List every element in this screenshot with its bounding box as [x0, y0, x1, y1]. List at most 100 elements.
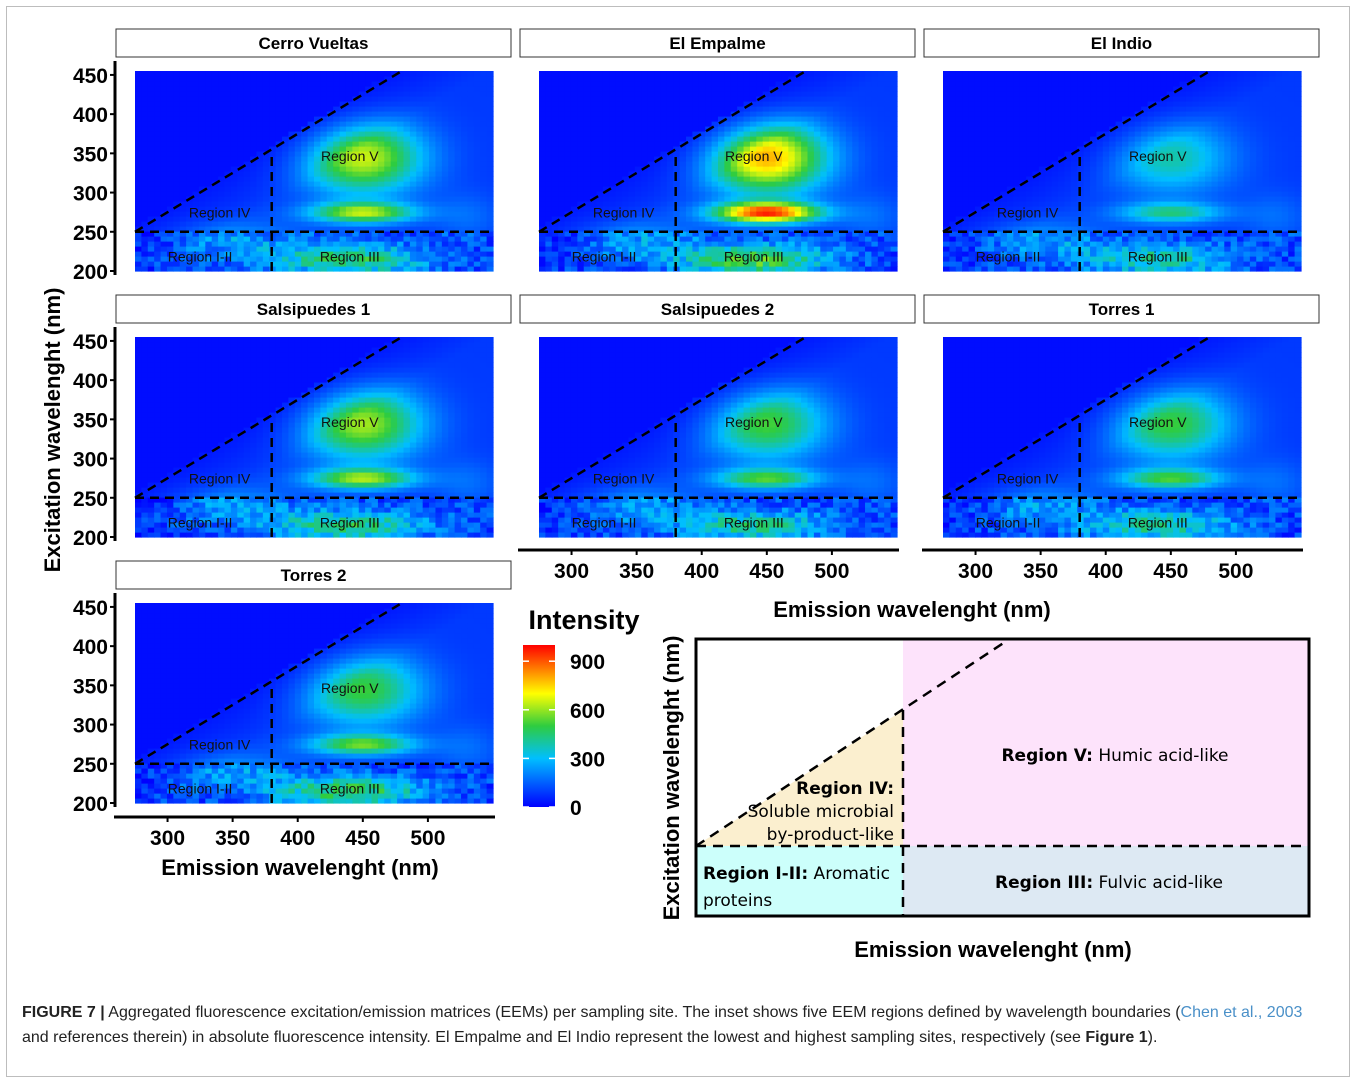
heatmap-cell [801, 86, 809, 92]
heatmap-cell [654, 186, 662, 192]
heatmap-cell [794, 141, 802, 147]
heatmap-cell [577, 241, 585, 247]
heatmap-cell [615, 186, 623, 192]
heatmap-cell [622, 161, 630, 167]
heatmap-cell [314, 241, 321, 247]
heatmap-cell [981, 71, 989, 77]
heatmap-cell [1019, 236, 1027, 242]
heatmap-cell [673, 111, 681, 117]
heatmap-cell [698, 261, 706, 267]
heatmap-cell [686, 256, 694, 262]
heatmap-cell [666, 106, 674, 112]
heatmap-cell [801, 131, 809, 137]
heatmap-cell [558, 156, 566, 162]
heatmap-cell [230, 131, 238, 137]
heatmap-cell [590, 141, 598, 147]
heatmap-cell [660, 226, 668, 232]
heatmap-cell [205, 261, 213, 267]
heatmap-cell [307, 116, 315, 122]
heatmap-cell [654, 256, 662, 262]
heatmap-cell [943, 171, 950, 177]
heatmap-cell [435, 261, 443, 267]
heatmap-cell [943, 186, 950, 192]
heatmap-cell [858, 96, 866, 102]
heatmap-cell [365, 81, 373, 87]
heatmap-cell [141, 81, 149, 87]
heatmap-cell [596, 161, 604, 167]
heatmap-cell [160, 146, 168, 152]
heatmap-cell [583, 71, 591, 77]
heatmap-cell [987, 171, 995, 177]
heatmap-cell [173, 226, 181, 232]
heatmap-cell [545, 226, 553, 232]
heatmap-cell [641, 86, 649, 92]
heatmap-cell [577, 151, 585, 157]
heatmap-cell [262, 166, 270, 172]
heatmap-cell [877, 141, 885, 147]
heatmap-cell [788, 131, 796, 137]
heatmap-cell [1006, 146, 1014, 152]
heatmap-cell [865, 131, 873, 137]
heatmap-cell [570, 106, 578, 112]
heatmap-cell [545, 216, 553, 222]
heatmap-cell [397, 131, 405, 137]
heatmap-cell [269, 146, 277, 152]
heatmap-cell [262, 86, 270, 92]
heatmap-cell [884, 196, 892, 202]
heatmap-cell [454, 236, 462, 242]
heatmap-cell [775, 231, 783, 237]
heatmap-cell [173, 176, 181, 182]
heatmap-cell [1006, 181, 1014, 187]
heatmap-cell [871, 201, 879, 207]
heatmap-cell [154, 246, 162, 252]
heatmap-cell [641, 196, 649, 202]
heatmap-cell [949, 71, 957, 77]
heatmap-cell [288, 106, 296, 112]
heatmap-cell [147, 246, 155, 252]
heatmap-cell [409, 191, 417, 197]
heatmap-cell [871, 196, 879, 202]
heatmap-cell [1013, 186, 1021, 192]
heatmap-cell [166, 231, 174, 237]
heatmap-cell [467, 246, 475, 252]
heatmap-cell [698, 191, 706, 197]
heatmap-cell [486, 106, 494, 112]
heatmap-cell [852, 206, 860, 212]
heatmap-cell [135, 76, 142, 82]
heatmap-cell [173, 191, 181, 197]
heatmap-cell [981, 136, 989, 142]
heatmap-cell [839, 96, 847, 102]
heatmap-cell [813, 236, 821, 242]
heatmap-cell [218, 111, 226, 117]
heatmap-cell [480, 231, 488, 237]
heatmap-cell [539, 211, 546, 217]
heatmap-cell [448, 171, 456, 177]
heatmap-cell [384, 201, 392, 207]
heatmap-cell [480, 101, 488, 107]
heatmap-cell [994, 256, 1002, 262]
heatmap-cell [160, 76, 168, 82]
heatmap-cell [877, 86, 885, 92]
heatmap-cell [448, 236, 456, 242]
heatmap-cell [769, 206, 777, 212]
heatmap-cell [962, 76, 970, 82]
heatmap-cell [545, 101, 553, 107]
heatmap-cell [743, 121, 751, 127]
heatmap-cell [467, 111, 475, 117]
heatmap-cell [205, 176, 213, 182]
heatmap-cell [448, 141, 456, 147]
heatmap-cell [301, 116, 309, 122]
heatmap-cell [833, 106, 841, 112]
heatmap-cell [839, 231, 847, 237]
heatmap-cell [794, 116, 802, 122]
heatmap-cell [314, 246, 321, 252]
heatmap-cell [205, 121, 213, 127]
heatmap-cell [320, 91, 328, 97]
heatmap-cell [820, 156, 828, 162]
heatmap-cell [679, 81, 687, 87]
heatmap-cell [160, 166, 168, 172]
heatmap-cell [590, 246, 598, 252]
heatmap-cell [865, 141, 873, 147]
heatmap-cell [949, 101, 957, 107]
heatmap-cell [160, 136, 168, 142]
